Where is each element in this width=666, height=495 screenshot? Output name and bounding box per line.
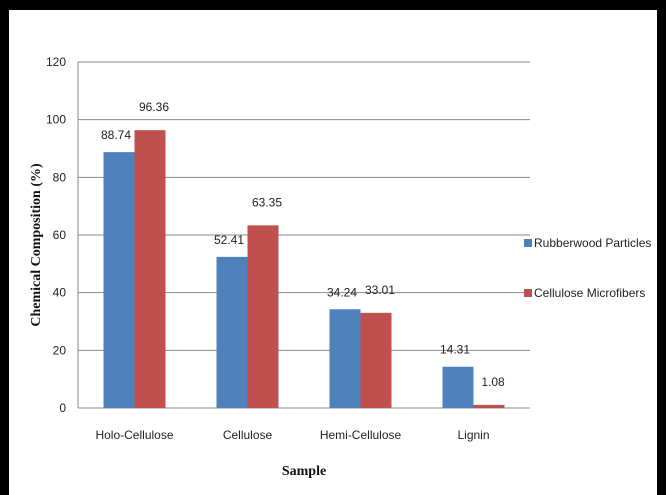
- category-label: Holo-Cellulose: [95, 428, 173, 442]
- x-axis-title: Sample: [282, 464, 326, 479]
- category-label: Hemi-Cellulose: [320, 428, 402, 442]
- y-tick-label: 0: [59, 401, 66, 415]
- bars: [103, 130, 505, 409]
- data-label: 33.01: [365, 283, 395, 297]
- y-tick-label: 60: [53, 228, 67, 242]
- legend-label: Cellulose Microfibers: [534, 286, 645, 300]
- data-label: 88.74: [101, 128, 131, 142]
- legend-swatch: [524, 239, 532, 247]
- y-tick-label: 120: [46, 55, 66, 69]
- category-label: Lignin: [457, 428, 489, 442]
- data-label: 52.41: [214, 233, 244, 247]
- legend-swatch: [524, 289, 532, 297]
- data-label: 34.24: [327, 285, 357, 299]
- data-label: 63.35: [252, 195, 282, 209]
- legend-label: Rubberwood Particles: [534, 236, 651, 250]
- data-labels: 88.74 96.36 52.41 63.35 34.24 33.01 14.31 1.08: [101, 100, 505, 389]
- category-labels: Holo-Cellulose Cellulose Hemi-Cellulose Lig…: [95, 428, 489, 442]
- y-tick-label: 40: [53, 286, 67, 300]
- data-label: 1.08: [481, 375, 505, 389]
- bar-microfibers: [473, 404, 505, 408]
- category-label: Cellulose: [223, 428, 273, 442]
- legend: Rubberwood Particles Cellulose Microfiber…: [524, 236, 651, 300]
- bar-rubberwood: [103, 152, 135, 408]
- y-tick-label: 20: [53, 343, 67, 357]
- y-axis-title: Chemical Composition (%): [29, 163, 44, 327]
- bar-microfibers: [134, 130, 166, 409]
- y-tick-label: 100: [46, 113, 66, 127]
- bar-rubberwood: [442, 366, 474, 408]
- bar-rubberwood: [216, 256, 248, 408]
- bar-microfibers: [247, 225, 279, 408]
- y-tick-label: 80: [53, 170, 67, 184]
- data-label: 14.31: [440, 343, 470, 357]
- y-axis-ticks: 0 20 40 60 80 100 120: [46, 55, 66, 415]
- bar-rubberwood: [329, 309, 361, 408]
- bar-microfibers: [360, 312, 392, 408]
- data-label: 96.36: [139, 100, 169, 114]
